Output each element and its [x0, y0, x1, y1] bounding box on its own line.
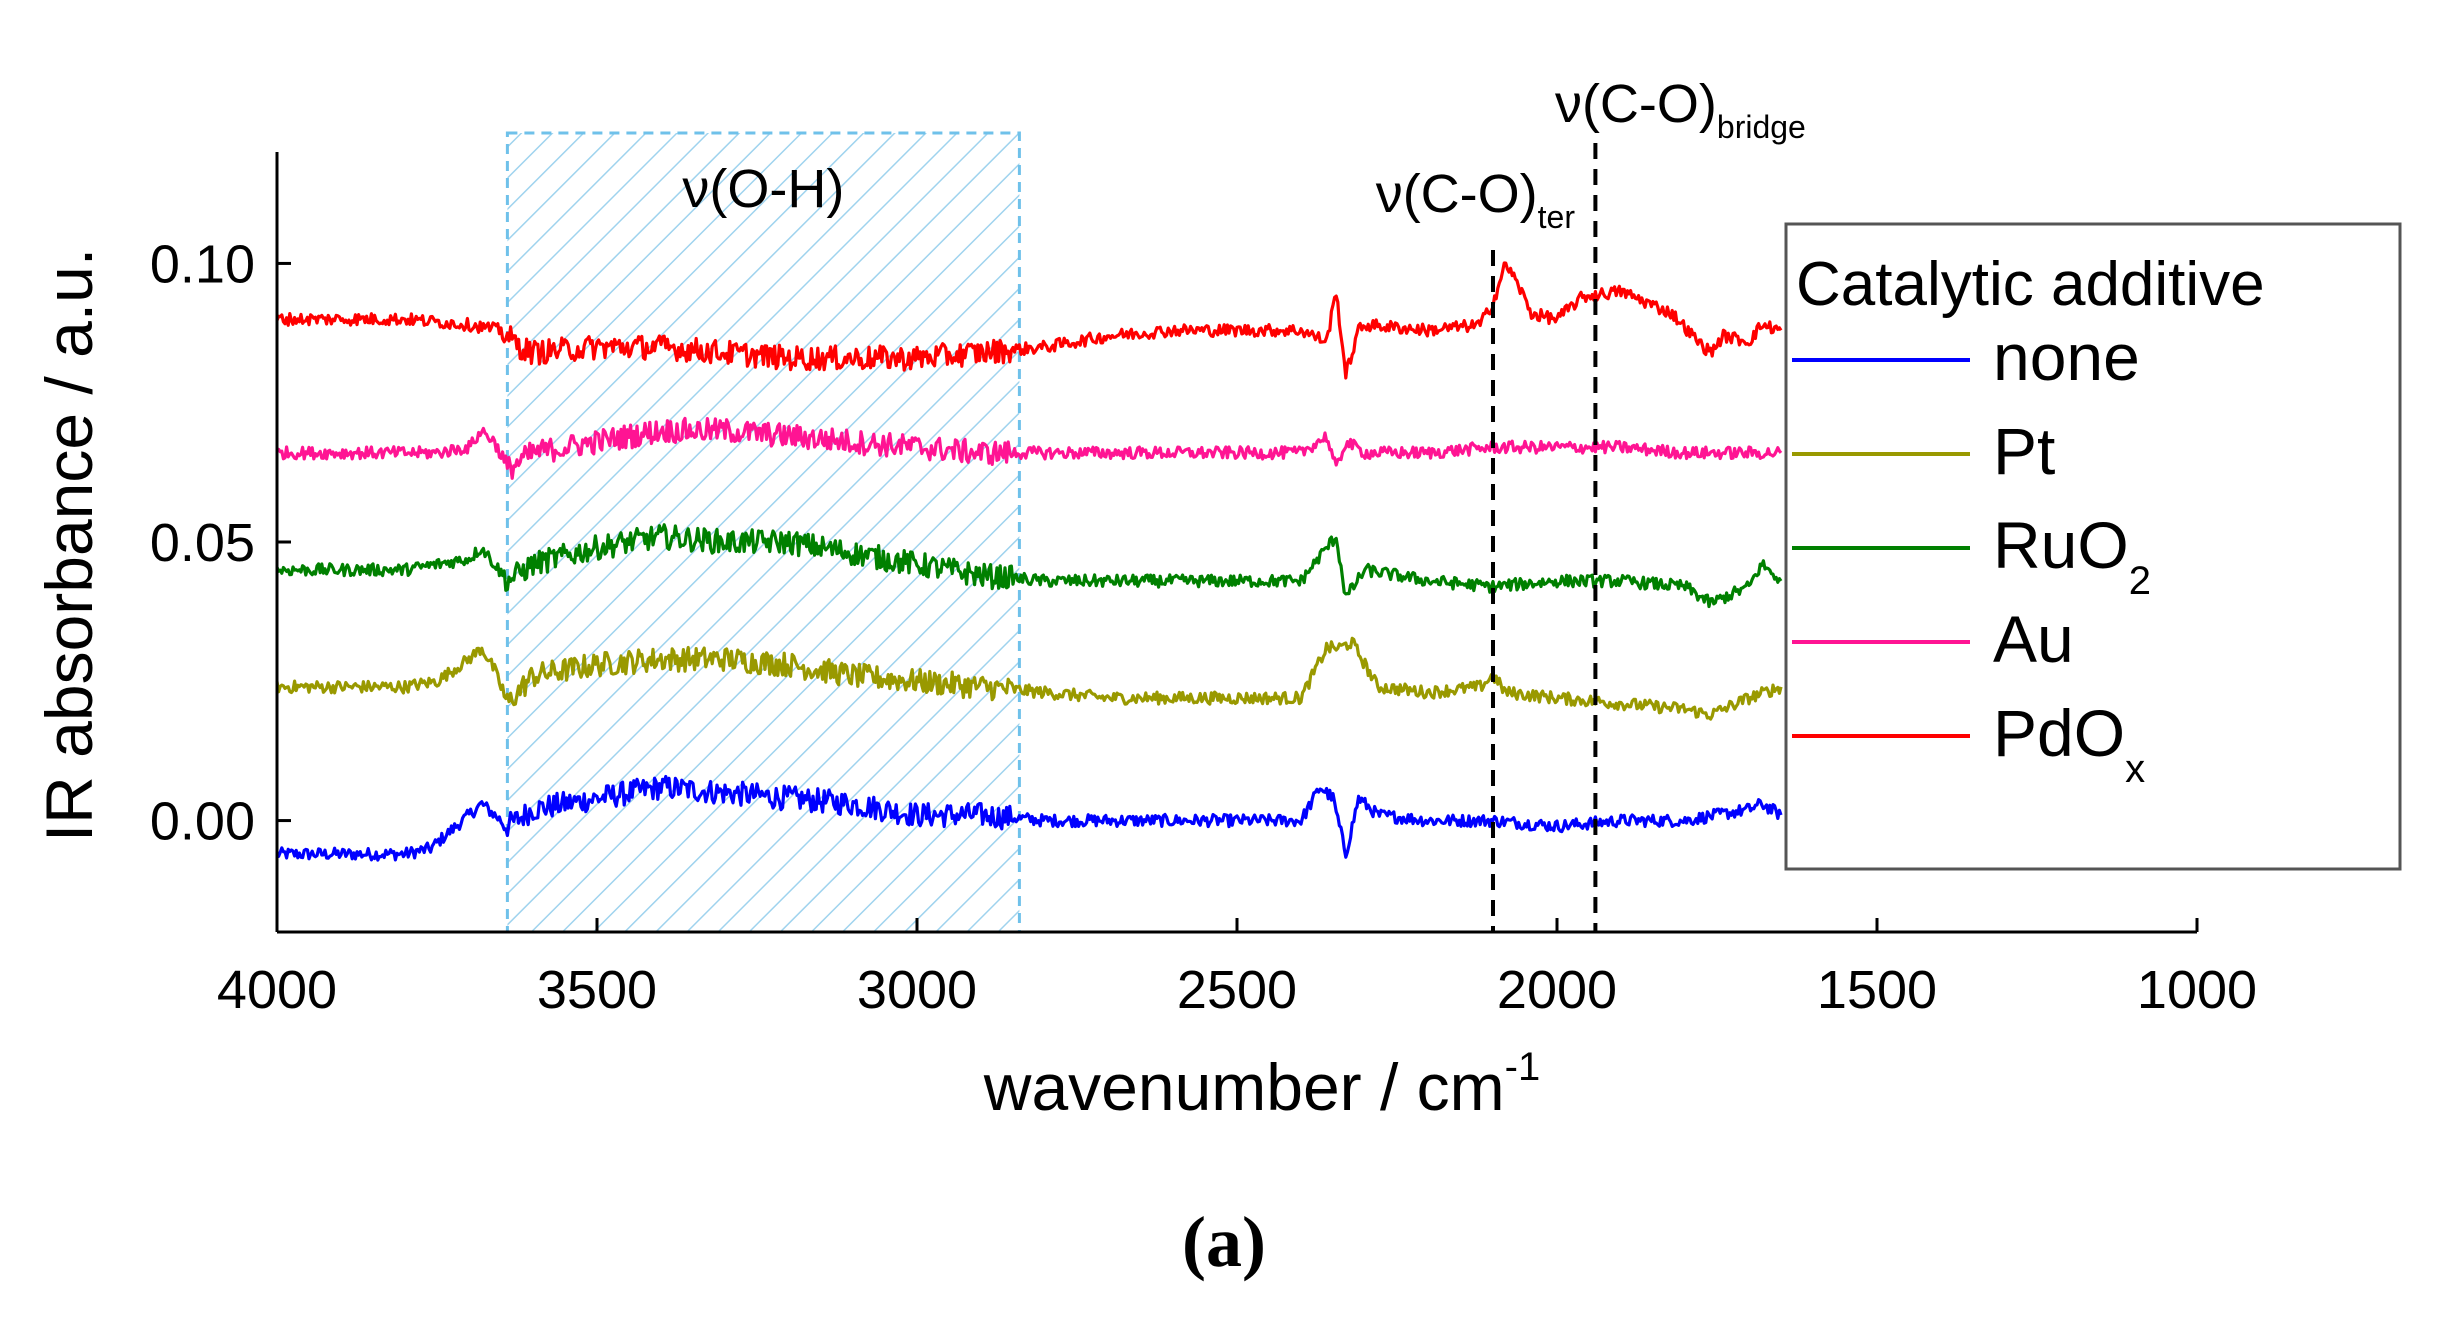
co-ter-label: ν(C-O)ter	[1376, 164, 1576, 235]
legend-entry-label: Au	[1993, 602, 2074, 676]
series-layer	[275, 261, 1783, 862]
series-line-none	[275, 774, 1783, 862]
axes: 4000 3500 3000 2500 2000 1500 1000 0.00 0.05 0.1…	[32, 152, 2257, 1124]
x-tick-label: 2000	[1497, 960, 1617, 1020]
legend-entry-label: RuO2	[1993, 508, 2151, 603]
legend-title: Catalytic additive	[1796, 250, 2265, 319]
series-line-pt	[275, 636, 1783, 721]
series-line-pdox	[275, 261, 1783, 380]
x-tick-label: 1500	[1817, 960, 1937, 1020]
legend-entry-label: PdOx	[1993, 696, 2145, 791]
legend-entry-label: Pt	[1993, 414, 2055, 488]
panel-label: (a)	[1182, 1202, 1266, 1282]
x-tick-label: 3500	[537, 960, 657, 1020]
y-tick-label: 0.00	[150, 792, 255, 852]
y-ticks: 0.00 0.05 0.10	[150, 234, 291, 852]
series-line-au	[276, 416, 1783, 480]
x-axis-label: wavenumber / cm-1	[983, 1045, 1540, 1124]
x-tick-label: 2500	[1177, 960, 1297, 1020]
legend-entry-label: none	[1993, 320, 2140, 394]
oh-region-label: ν(O-H)	[682, 159, 844, 219]
y-tick-label: 0.10	[150, 234, 255, 294]
x-tick-label: 4000	[217, 960, 337, 1020]
x-tick-label: 3000	[857, 960, 977, 1020]
series-line-ruo2	[275, 523, 1783, 609]
x-tick-label: 1000	[2137, 960, 2257, 1020]
y-axis-label: IR absorbance / a.u.	[32, 248, 106, 842]
y-tick-label: 0.05	[150, 513, 255, 573]
co-bridge-label: ν(C-O)bridge	[1555, 74, 1806, 145]
x-ticks: 4000 3500 3000 2500 2000 1500 1000	[217, 918, 2257, 1020]
co-marker-lines: ν(C-O)ter ν(C-O)bridge	[1376, 74, 1806, 932]
